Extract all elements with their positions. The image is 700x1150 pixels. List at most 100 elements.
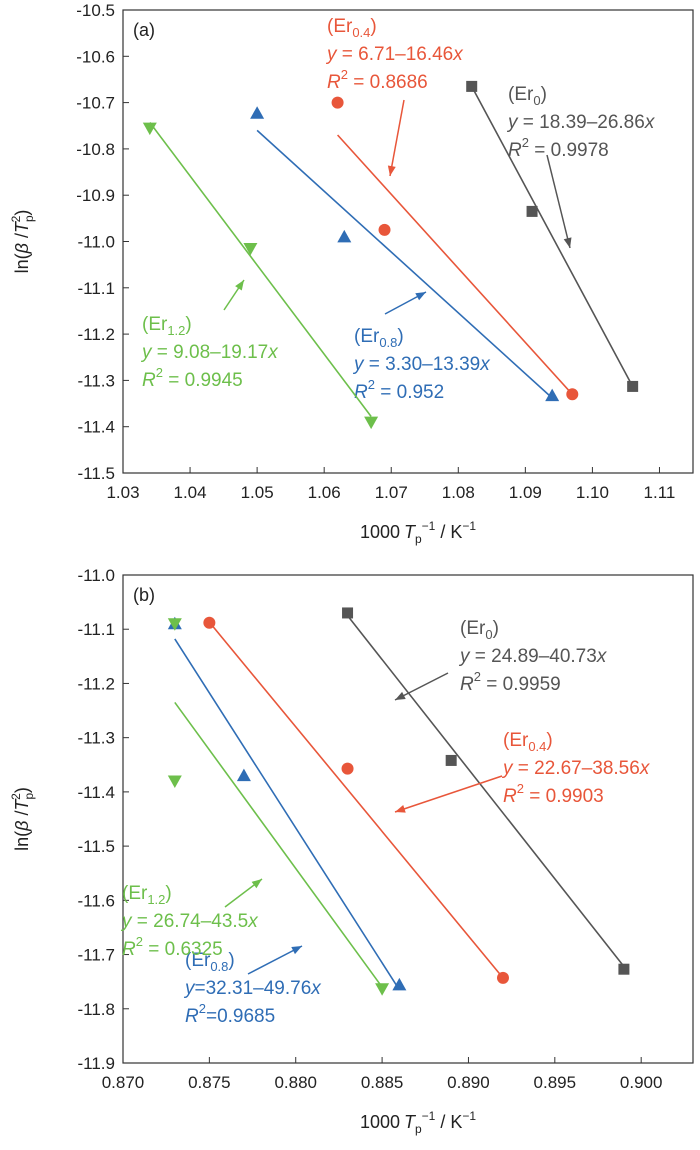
y-tick-label: -11.4 (78, 418, 116, 437)
annotation-arrow-head (395, 805, 406, 813)
data-point-triangle-up (545, 388, 560, 402)
data-point-circle (566, 388, 579, 401)
data-point-triangle-up (236, 768, 251, 782)
data-point-triangle-down (243, 242, 258, 256)
data-point-triangle-down (375, 983, 390, 996)
r-squared: R2 = 0.9945 (142, 365, 243, 391)
y-tick-label: -11.4 (78, 783, 116, 802)
annotation-arrow-head (563, 237, 572, 248)
data-point-square (445, 754, 457, 766)
annotation-arrow-head (415, 292, 426, 301)
data-point-triangle-down (167, 618, 182, 631)
x-axis-title: 1000 Tp−1 / K−1 (360, 519, 476, 546)
y-axis-title: ln(β /Tp2) (9, 210, 36, 274)
x-axis-title: 1000 Tp−1 / K−1 (360, 1109, 476, 1136)
panel-label: (b) (133, 585, 155, 605)
fit-equation: y = 26.74–43.5x (120, 911, 259, 932)
series-label: (Er0.8) (354, 326, 404, 350)
y-tick-label: -11.1 (78, 620, 116, 639)
fit-line (208, 621, 504, 979)
x-tick-label: 1.08 (442, 483, 475, 502)
data-point-square (342, 607, 354, 619)
panel-label: (a) (133, 20, 155, 40)
series-label: (Er0.8) (185, 950, 235, 974)
data-point-circle (378, 223, 391, 236)
y-tick-label: -11.1 (78, 279, 116, 298)
x-tick-label: 0.875 (188, 1073, 231, 1092)
series-label: (Er0) (460, 618, 499, 642)
data-point-triangle-up (250, 106, 265, 119)
fit-line (174, 701, 383, 988)
fit-line (346, 615, 625, 967)
y-tick-label: -11.8 (78, 1000, 116, 1019)
r-squared: R2 = 0.9959 (460, 669, 561, 695)
x-tick-label: 0.890 (447, 1073, 490, 1092)
x-tick-label: 0.880 (274, 1073, 317, 1092)
x-tick-label: 1.09 (509, 483, 542, 502)
r-squared: R2 = 0.9978 (508, 135, 609, 161)
r-squared: R2 = 0.6325 (122, 934, 223, 960)
annotation-arrow-head (291, 946, 302, 955)
r-squared: R2 = 0.9903 (503, 781, 604, 807)
y-tick-label: -11.5 (78, 837, 116, 856)
y-tick-label: -11.3 (78, 371, 116, 390)
r-squared: R2 = 0.952 (354, 377, 444, 403)
y-tick-label: -11.7 (78, 946, 116, 965)
fit-equation: y = 18.39–26.86x (506, 112, 656, 133)
series-label: (Er0.4) (503, 730, 553, 754)
y-axis-title: ln(β /Tp2) (9, 787, 36, 851)
annotation-arrow-line (389, 99, 405, 177)
x-tick-label: 1.03 (106, 483, 139, 502)
data-point-triangle-down (142, 122, 157, 136)
data-point-circle (203, 616, 216, 629)
annotation-arrow-line (247, 945, 303, 975)
x-tick-label: 1.05 (241, 483, 274, 502)
y-tick-label: -11.9 (78, 1054, 116, 1073)
data-point-circle (341, 762, 354, 775)
data-point-square (526, 205, 538, 217)
fit-equation: y = 9.08–19.17x (140, 342, 279, 363)
x-tick-label: 1.04 (174, 483, 207, 502)
fit-line (336, 134, 573, 395)
data-point-triangle-up (392, 977, 407, 991)
series-label: (Er0.4) (327, 16, 377, 40)
x-tick-label: 1.06 (308, 483, 341, 502)
fit-line (471, 86, 634, 387)
data-point-triangle-up (337, 229, 352, 243)
data-point-square (466, 80, 478, 92)
annotation-arrow-line (546, 154, 571, 249)
x-tick-label: 0.895 (534, 1073, 577, 1092)
data-point-circle (497, 971, 509, 984)
annotation-arrow-head (387, 165, 396, 176)
y-tick-label: -10.8 (76, 140, 115, 159)
fit-line (174, 638, 401, 991)
r-squared: R2=0.9685 (185, 1001, 275, 1027)
annotation-arrow-head (235, 280, 244, 291)
chart-panel-a: 1.03 1.04 1.05 1.06 1.07 1.08 1.09 1.10 1.11 -10.… (9, 1, 694, 546)
plot-frame (122, 574, 694, 1064)
data-point-triangle-down (167, 775, 182, 789)
y-tick-label: -11.5 (78, 464, 116, 483)
fit-equation: y = 24.89–40.73x (458, 646, 608, 667)
x-tick-label: 1.11 (644, 483, 676, 502)
fit-equation: y=32.31–49.76x (183, 978, 322, 999)
y-tick-label: -10.9 (76, 186, 115, 205)
fit-equation: y = 3.30–13.39x (352, 354, 491, 375)
fit-line (149, 122, 372, 417)
data-point-square (627, 380, 639, 392)
annotation-arrow-head (395, 691, 406, 700)
y-tick-label: -11.0 (78, 566, 116, 585)
fit-line (256, 129, 553, 399)
r-squared: R2 = 0.8686 (327, 67, 428, 93)
series-label: (Er1.2) (122, 883, 172, 907)
x-tick-label: 0.885 (361, 1073, 404, 1092)
y-tick-label: -11.3 (78, 729, 116, 748)
data-point-square (618, 963, 630, 975)
